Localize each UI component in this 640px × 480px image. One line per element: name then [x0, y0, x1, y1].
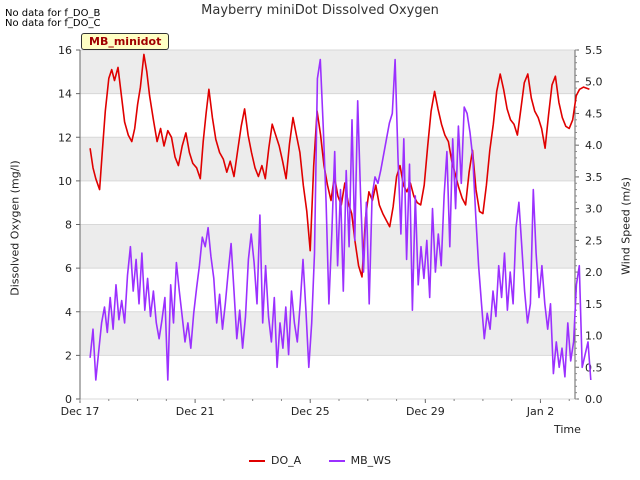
no-data-note-f-do-c: No data for f_DO_C: [5, 18, 101, 29]
legend-item-mb-ws: MB_WS: [328, 454, 392, 467]
y-right-tick-label: 0.0: [585, 393, 603, 406]
y-left-tick-label: 14: [58, 88, 72, 101]
legend-label-mb-ws: MB_WS: [350, 454, 392, 467]
site-badge: MB_minidot: [81, 33, 170, 50]
legend: DO_A MB_WS: [0, 454, 640, 467]
y-right-tick-label: 2.5: [585, 234, 603, 247]
x-tick-label: Dec 29: [406, 405, 445, 418]
grid-band: [80, 50, 575, 94]
y-right-tick-label: 1.5: [585, 298, 603, 311]
y-left-tick-label: 0: [65, 393, 72, 406]
y-left-tick-label: 12: [58, 131, 72, 144]
y-left-tick-label: 2: [65, 349, 72, 362]
y-right-tick-label: 1.0: [585, 330, 603, 343]
x-tick-label: Dec 21: [176, 405, 215, 418]
x-axis-label: Time: [554, 423, 581, 436]
y-axis-left-label: Dissolved Oxygen (mg/l): [8, 160, 22, 296]
x-tick-label: Dec 25: [291, 405, 330, 418]
y-right-tick-label: 2.0: [585, 266, 603, 279]
y-left-tick-label: 16: [58, 44, 72, 57]
grid-band: [80, 311, 575, 356]
y-left-tick-label: 8: [65, 219, 72, 232]
y-right-tick-label: 3.5: [585, 171, 603, 184]
y-right-tick-label: 4.5: [585, 107, 603, 120]
chart-title: Mayberry miniDot Dissolved Oxygen: [201, 3, 439, 18]
y-right-tick-label: 4.0: [585, 139, 603, 152]
y-right-tick-label: 5.0: [585, 76, 603, 89]
y-axis-right-label: Wind Speed (m/s): [619, 177, 633, 275]
y-left-tick-label: 6: [65, 262, 72, 275]
y-left-tick-label: 4: [65, 306, 72, 319]
y-right-tick-label: 5.5: [585, 44, 603, 57]
legend-label-do-a: DO_A: [270, 454, 302, 467]
y-right-tick-label: 3.0: [585, 203, 603, 216]
legend-swatch-mb-ws: [328, 460, 345, 462]
legend-swatch-do-a: [248, 460, 265, 462]
no-data-note-f-do-b: No data for f_DO_B: [5, 8, 101, 19]
series-line-mb-ws: [89, 58, 592, 381]
y-left-tick-label: 10: [58, 175, 72, 188]
legend-item-do-a: DO_A: [248, 454, 302, 467]
x-tick-label: Jan 2: [526, 405, 554, 418]
x-tick-label: Dec 17: [61, 405, 100, 418]
grid-band: [80, 137, 575, 181]
y-right-tick-label: 0.5: [585, 361, 603, 374]
